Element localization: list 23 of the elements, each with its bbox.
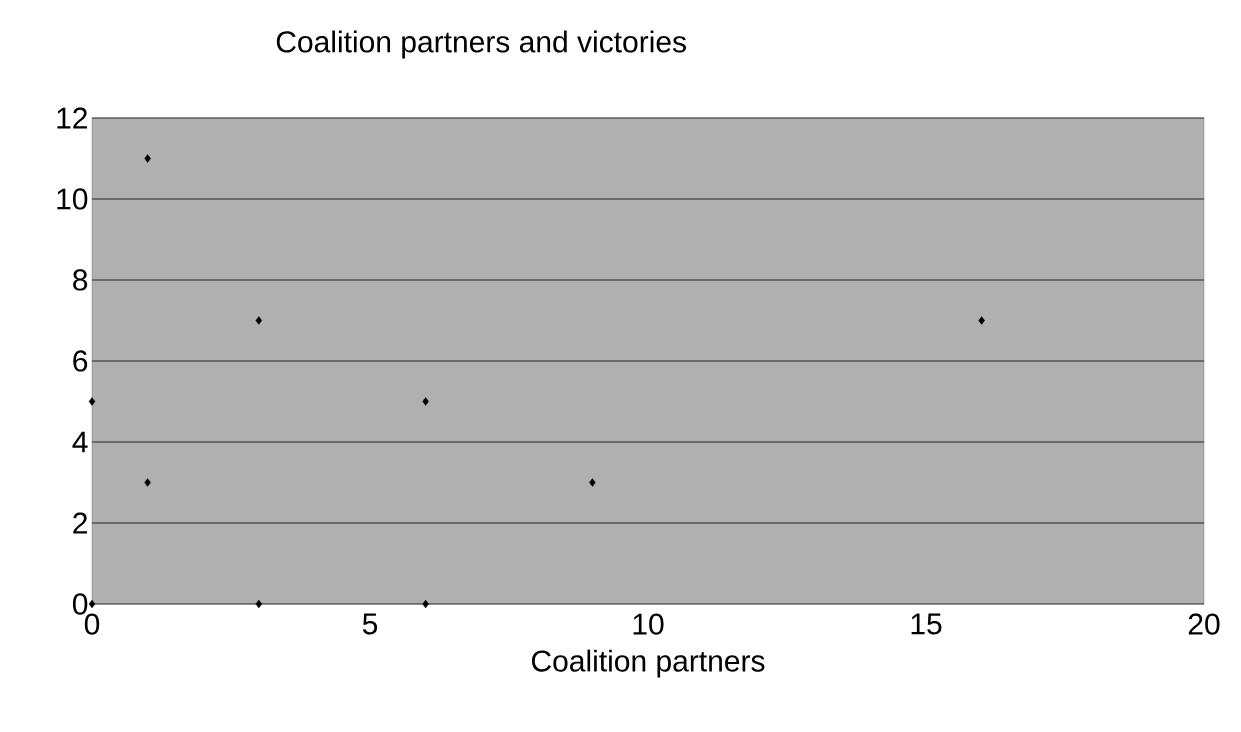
point: [255, 599, 263, 609]
y-tick-label: 12: [57, 107, 87, 129]
x-tick-label: 10: [633, 613, 664, 635]
point: [88, 397, 96, 406]
point: [422, 599, 429, 609]
y-tick-label: 2: [73, 512, 87, 534]
x-tick-label: 15: [911, 613, 942, 635]
point: [978, 316, 985, 325]
point: [144, 478, 151, 487]
chart-title: Coalition partners and victories: [276, 30, 686, 59]
point: [88, 599, 96, 609]
point: [589, 478, 596, 487]
point: [422, 397, 429, 406]
y-tick-label: 8: [73, 269, 88, 291]
y-tick-label: 4: [72, 431, 88, 453]
y-tick-label: 6: [73, 350, 88, 372]
y-tick-label: 0: [72, 593, 88, 615]
y-tick-label: 10: [57, 188, 88, 210]
point: [144, 154, 151, 163]
x-tick-label: 5: [362, 613, 378, 635]
point: [255, 316, 263, 325]
x-axis-title: Coalition partners: [531, 649, 765, 678]
x-tick-label: 20: [1188, 613, 1220, 635]
